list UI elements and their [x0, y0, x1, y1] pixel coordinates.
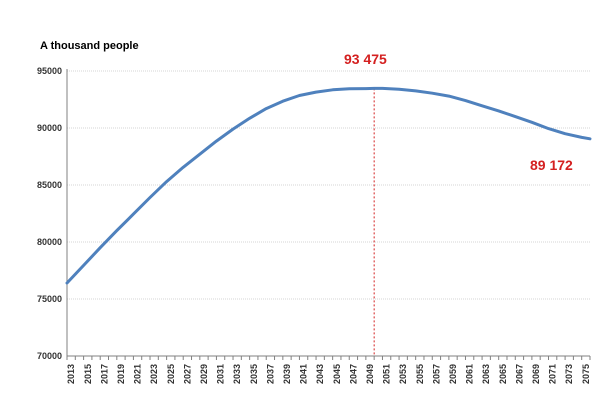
x-tick-label: 2057: [431, 364, 441, 384]
y-tick-label: 70000: [37, 351, 62, 361]
x-tick-label: 2069: [531, 364, 541, 384]
x-tick-label: 2027: [182, 364, 192, 384]
x-tick-label: 2065: [498, 364, 508, 384]
x-tick-label: 2025: [166, 364, 176, 384]
x-tick-label: 2075: [581, 364, 591, 384]
x-tick-label: 2017: [99, 364, 109, 384]
x-tick-label: 2045: [332, 364, 342, 384]
x-tick-label: 2067: [514, 364, 524, 384]
x-tick-label: 2061: [465, 364, 475, 384]
x-tick-label: 2021: [133, 364, 143, 384]
x-tick-label: 2073: [564, 364, 574, 384]
x-tick-label: 2033: [232, 364, 242, 384]
population-line: [65, 86, 592, 285]
x-tick-label: 2055: [415, 364, 425, 384]
x-tick-label: 2013: [66, 364, 76, 384]
x-tick-label: 2043: [315, 364, 325, 384]
y-tick-label: 75000: [37, 294, 62, 304]
x-tick-label: 2023: [149, 364, 159, 384]
x-tick-label: 2049: [365, 364, 375, 384]
peak-value-label: 93 475: [344, 51, 387, 67]
x-tick-label: 2059: [448, 364, 458, 384]
x-tick-label: 2051: [382, 364, 392, 384]
x-tick-label: 2047: [348, 364, 358, 384]
end-value-label: 89 172: [530, 157, 573, 173]
x-tick-label: 2063: [481, 364, 491, 384]
x-tick-label: 2029: [199, 364, 209, 384]
x-tick-label: 2035: [249, 364, 259, 384]
x-tick-label: 2015: [83, 364, 93, 384]
x-tick-label: 2039: [282, 364, 292, 384]
y-axis-title: A thousand people: [40, 40, 139, 52]
y-tick-label: 80000: [37, 237, 62, 247]
x-tick-label: 2071: [548, 364, 558, 384]
x-tick-label: 2053: [398, 364, 408, 384]
y-tick-label: 95000: [37, 66, 62, 76]
x-tick-label: 2019: [116, 364, 126, 384]
y-tick-label: 90000: [37, 123, 62, 133]
x-tick-label: 2031: [216, 364, 226, 384]
x-tick-label: 2041: [299, 364, 309, 384]
y-tick-label: 85000: [37, 180, 62, 190]
x-tick-label: 2037: [265, 364, 275, 384]
